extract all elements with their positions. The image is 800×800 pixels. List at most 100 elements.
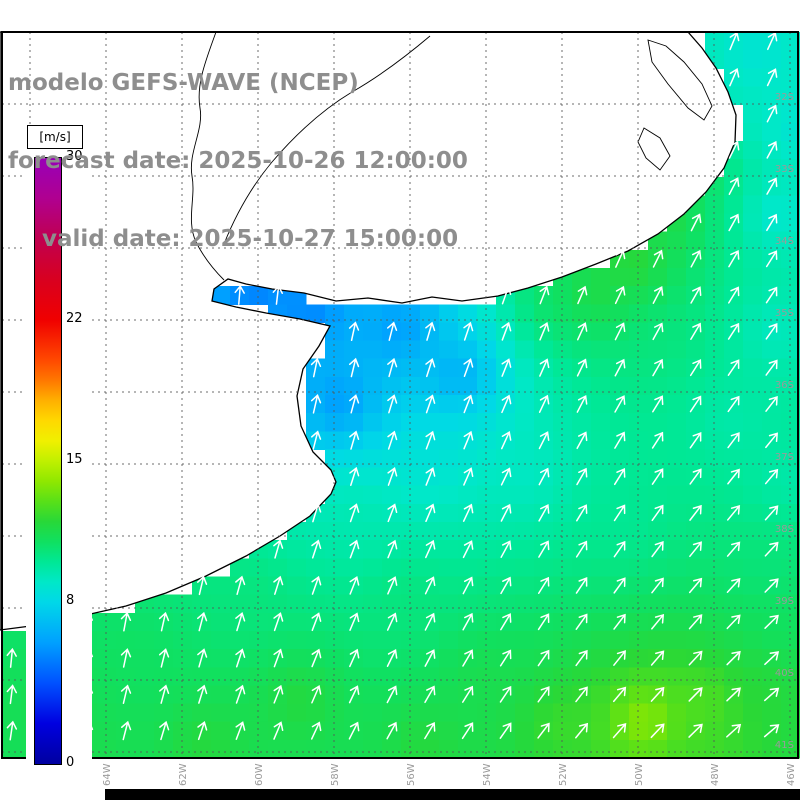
wind-cell (553, 667, 573, 686)
wind-cell (325, 685, 345, 705)
wind-cell (401, 449, 421, 469)
wind-cell (458, 485, 478, 505)
wind-cell (705, 576, 725, 596)
wind-cell (363, 467, 383, 487)
wind-arrow (613, 613, 626, 630)
wind-cell (401, 612, 421, 632)
wind-arrow (689, 468, 702, 485)
lon-label: 64W (102, 763, 113, 786)
wind-cell (610, 340, 630, 360)
wind-arrow (349, 394, 360, 414)
wind-cell (591, 739, 611, 759)
wind-cell (173, 667, 193, 686)
wind-cell (629, 449, 649, 469)
wind-cell (363, 667, 383, 686)
wind-cell (287, 612, 307, 632)
wind-cell (743, 721, 763, 741)
wind-arrow (575, 649, 588, 667)
wind-arrow (652, 286, 664, 304)
wind-cell (382, 522, 402, 541)
wind-cell (743, 540, 763, 559)
wind-arrow (6, 684, 18, 705)
wind-arrow (121, 720, 132, 741)
wind-cell (534, 703, 554, 723)
wind-cell (762, 231, 782, 251)
wind-arrow (349, 576, 360, 595)
wind-cell (686, 376, 706, 396)
wind-cell (686, 630, 706, 650)
wind-cell (135, 685, 155, 705)
wind-cell (325, 304, 345, 323)
wind-cell (211, 721, 231, 741)
wind-cell (781, 630, 800, 650)
wind-cell (268, 558, 288, 577)
wind-arrow (728, 213, 740, 232)
wind-arrow (234, 284, 245, 305)
wind-cell (420, 667, 440, 686)
wind-arrow (726, 650, 741, 666)
wind-cell (629, 594, 649, 614)
wind-cell (363, 503, 383, 523)
wind-cell (629, 249, 649, 269)
wind-cell (154, 739, 174, 759)
wind-cell (192, 703, 212, 723)
wind-cell (401, 413, 421, 432)
wind-cell (572, 485, 592, 505)
wind-cell (173, 630, 193, 650)
wind-cell (135, 721, 155, 741)
wind-arrow (651, 504, 664, 522)
wind-cell (249, 612, 269, 632)
wind-cell (553, 340, 573, 360)
wind-arrow (387, 539, 398, 559)
wind-cell (705, 431, 725, 450)
wind-arrow (349, 466, 360, 487)
wind-arrow (688, 614, 703, 630)
wind-cell (686, 413, 706, 432)
wind-cell (591, 322, 611, 342)
wind-cell (249, 594, 269, 614)
wind-arrow (310, 721, 322, 740)
wind-cell (743, 358, 763, 378)
wind-arrow (652, 358, 664, 377)
wind-arrow (387, 576, 398, 595)
wind-cell (306, 594, 326, 614)
wind-cell (743, 304, 763, 323)
wind-cell (268, 630, 288, 650)
wind-cell (477, 485, 497, 505)
wind-cell (686, 667, 706, 686)
wind-cell (781, 667, 800, 686)
wind-cell (268, 594, 288, 614)
wind-cell (553, 685, 573, 705)
wind-cell (306, 667, 326, 686)
wind-cell (496, 594, 516, 614)
wind-cell (667, 503, 687, 523)
wind-cell (610, 558, 630, 577)
wind-arrow (424, 649, 436, 667)
wind-cell (401, 540, 421, 559)
wind-cell (173, 649, 193, 668)
wind-arrow (273, 612, 284, 632)
wind-cell (458, 522, 478, 541)
wind-cell (667, 358, 687, 378)
wind-cell (515, 649, 535, 668)
wind-cell (401, 485, 421, 505)
wind-cell (496, 340, 516, 360)
wind-cell (135, 667, 155, 686)
wind-cell (591, 540, 611, 559)
wind-cell (401, 522, 421, 541)
wind-cell (401, 630, 421, 650)
wind-arrow (500, 503, 512, 522)
wind-arrow (6, 647, 17, 668)
wind-cell (401, 431, 421, 450)
wind-cell (534, 413, 554, 432)
wind-cell (705, 703, 725, 723)
wind-cell (325, 522, 345, 541)
map-frame (1, 31, 799, 759)
wind-cell (724, 630, 744, 650)
wind-cell (534, 594, 554, 614)
wind-cell (781, 649, 800, 668)
wind-cell (477, 576, 497, 596)
wind-arrow (235, 612, 246, 632)
wind-cell (781, 721, 800, 741)
wind-arrow (273, 648, 284, 668)
